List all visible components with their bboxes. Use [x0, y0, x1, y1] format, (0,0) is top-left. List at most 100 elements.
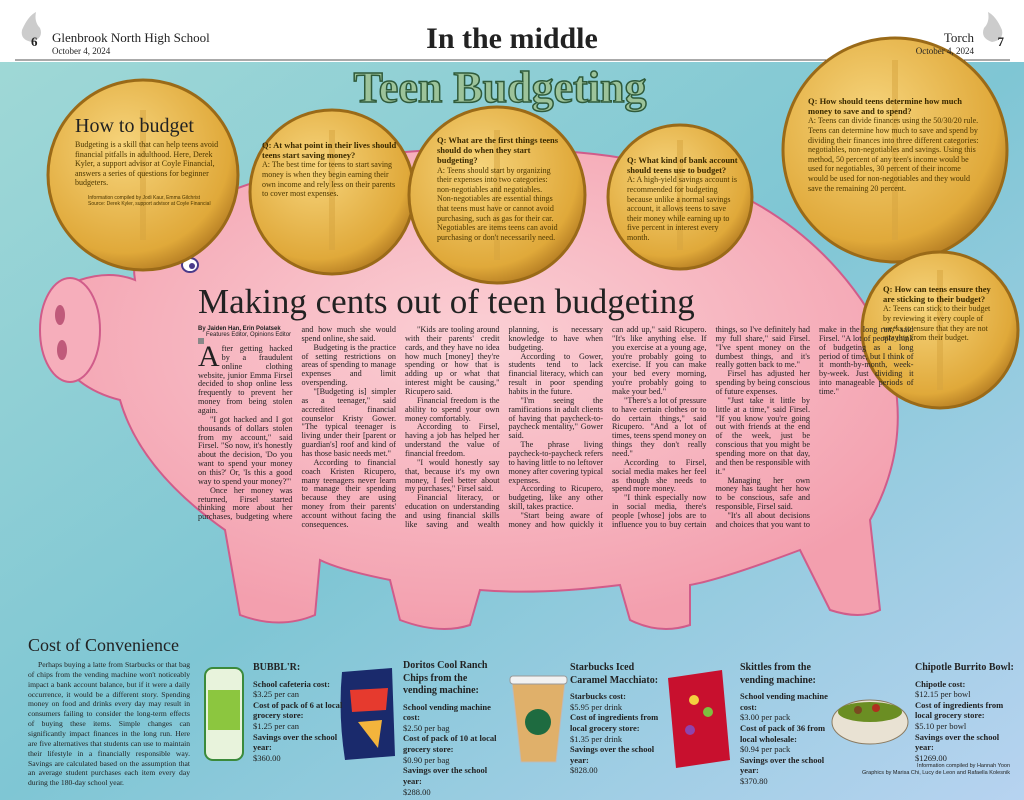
paragraph: "I'm seeing the ramifications in adult c… — [508, 395, 604, 441]
cost-value: $828.00 — [570, 765, 598, 776]
cost-label: Cost of pack of 6 at local grocery store… — [253, 699, 343, 721]
paragraph: Once her money was returned, Firsel star… — [198, 325, 396, 522]
article-body: By Jaiden Han, Erin Polatsek Features Ed… — [198, 325, 914, 531]
cost-label: School vending machine cost: — [403, 701, 491, 723]
cost-label: Savings over the school year: — [253, 731, 338, 753]
date: October 4, 2024 — [915, 46, 974, 56]
paragraph: Budgeting is the practice of setting res… — [301, 342, 397, 388]
product-icons — [204, 667, 909, 768]
cost-value: $0.90 per bag — [403, 754, 450, 765]
question: Q: How can teens ensure they are stickin… — [883, 284, 991, 305]
cost-label: Cost of ingredients from local grocery s… — [915, 699, 1004, 721]
qa-box: Q: How can teens ensure they are stickin… — [883, 284, 995, 343]
paragraph: According to financial coach Kristen Ric… — [301, 457, 397, 529]
cost-label: Starbucks cost: — [570, 691, 626, 701]
section-title: Cost of Convenience — [28, 635, 179, 655]
product-name: Skittles from the vending machine: — [740, 662, 816, 686]
cost-value: $3.25 per can — [253, 689, 300, 700]
how-to-title: How to budget — [75, 115, 194, 137]
paragraph: "There's a lot of pressure to have certa… — [612, 395, 707, 459]
product: Skittles from the vending machine: School… — [740, 662, 835, 787]
qa-box: Q: What kind of bank account should teen… — [627, 155, 742, 243]
question: Q: What kind of bank account should teen… — [627, 155, 738, 176]
graphic-title: Teen Budgeting — [353, 64, 646, 112]
paragraph: "It's all about decisions and choices th… — [715, 325, 914, 529]
cost-value: $288.00 — [403, 786, 431, 797]
qa-box: Q: How should teens determine how much m… — [808, 96, 980, 193]
paragraph: According to Ricupero, budgeting, like a… — [508, 484, 604, 512]
cost-label: Cost of pack of 10 at local grocery stor… — [403, 733, 497, 754]
coin-dollar-signs — [140, 60, 943, 390]
paragraph: Financial freedom is the ability to spen… — [405, 395, 500, 423]
credit: Information compiled by Jodi Kaur, Emma … — [88, 195, 200, 201]
paragraph: "Just take it little by little at a time… — [715, 395, 811, 476]
paragraph: "I would honestly say that, because it's… — [405, 457, 500, 494]
cost-value: $1.35 per drink — [570, 733, 623, 744]
product-name: BUBBL'R: — [253, 662, 301, 673]
answer: A: Teens should start by organizing thei… — [437, 165, 558, 242]
product: Doritos Cool Ranch Chips from the vendin… — [403, 660, 503, 797]
paragraph: Financial literacy, or education on unde… — [405, 325, 603, 529]
headline: Making cents out of teen budgeting — [198, 282, 695, 321]
page-number: 6 — [31, 34, 38, 49]
date: October 4, 2024 — [52, 46, 111, 56]
paragraph: According to Firsel, having a job has he… — [405, 422, 500, 459]
paragraph: "I got hacked and I got thousands of dol… — [198, 414, 293, 486]
product-name: Chipotle Burrito Bowl: — [915, 662, 1014, 673]
credits: Information compiled by Hannah Yoon Graph… — [862, 763, 1010, 777]
cost-label: Savings over the school year: — [740, 754, 825, 776]
cost-label: Chipotle cost: — [915, 678, 966, 689]
product: Starbucks Iced Caramel Macchiato: Starbuc… — [570, 662, 665, 776]
credit: Information compiled by Hannah Yoon — [917, 763, 1010, 769]
paragraph: After getting hacked by a fraudulent onl… — [198, 339, 293, 415]
paragraph: Managing her own money has taught her ho… — [715, 475, 811, 512]
paragraph: "[Budgeting is] simpler as a teenager," … — [301, 387, 397, 459]
byline-roles: Features Editor, Opinions Editor — [206, 332, 292, 339]
byline: By Jaiden Han, Erin Polatsek — [198, 326, 281, 332]
product-name: Starbucks Iced Caramel Macchiato: — [570, 662, 659, 686]
how-to-credit: Information compiled by Jodi Kaur, Emma … — [88, 195, 218, 207]
how-to-text: Budgeting is a skill that can help teens… — [75, 140, 219, 188]
cost-value: $3.00 per pack — [740, 712, 791, 723]
product: BUBBL'R: School cafeteria cost: $3.25 per … — [253, 662, 345, 764]
paragraph: "Start being aware of money and how quic… — [508, 325, 707, 529]
cost-label: Savings over the school year: — [403, 765, 488, 786]
paragraph: "I think especially now in social media,… — [612, 325, 810, 529]
cost-value: $0.94 per pack — [740, 744, 791, 755]
question: Q: What are the first things teens shoul… — [437, 135, 559, 166]
page-number: 7 — [997, 34, 1005, 49]
answer: A: Teens can stick to their budget by re… — [883, 304, 991, 343]
section-title: In the middle — [426, 22, 598, 55]
cost-value: $5.95 per drink — [570, 701, 623, 712]
cost-label: School vending machine cost: — [740, 691, 828, 712]
answer: A: The best time for teens to start savi… — [262, 160, 396, 199]
cost-label: Cost of ingredients from local grocery s… — [570, 712, 659, 733]
product: Chipotle Burrito Bowl: Chipotle cost: $12.… — [915, 662, 1015, 764]
cost-label: Savings over the school year: — [570, 744, 655, 765]
cost-label: Savings over the school year: — [915, 731, 1000, 753]
credit: Graphics by Marisa Chi, Lucy de Leon and… — [862, 770, 1010, 777]
qa-box: Q: At what point in their lives should t… — [262, 140, 402, 199]
cost-value: $1.25 per can — [253, 721, 300, 731]
question: Q: At what point in their lives should t… — [262, 140, 397, 161]
cost-value: $5.10 per bowl — [915, 721, 967, 731]
answer: A: Teens can divide finances using the 5… — [808, 116, 979, 193]
cost-label: School cafeteria cost: — [253, 678, 330, 689]
cost-value: $2.50 per bag — [403, 722, 450, 733]
cost-value: $370.80 — [740, 776, 768, 786]
paper-name: Torch — [943, 30, 974, 45]
credit: Source: Derek Kyler, support advisor at … — [88, 201, 211, 207]
graphic-title-wrap: Teen Budgeting — [353, 64, 648, 113]
school-name: Glenbrook North High School — [52, 30, 210, 45]
cost-value: $12.15 per bowl — [915, 689, 971, 700]
paragraph: According to Gower, students tend to lac… — [508, 351, 604, 397]
cost-value: $360.00 — [253, 752, 281, 763]
paragraph: Firsel has adjusted her spending by bein… — [715, 369, 811, 397]
answer: A: A high-yield savings account is recom… — [627, 175, 737, 242]
question: Q: How should teens determine how much m… — [808, 96, 962, 117]
paragraph: The phrase living paycheck-to-paycheck r… — [508, 440, 604, 485]
paragraph: According to Firsel, social media makes … — [612, 457, 707, 494]
paragraph: "Kids are tooling around with their pare… — [405, 325, 500, 397]
